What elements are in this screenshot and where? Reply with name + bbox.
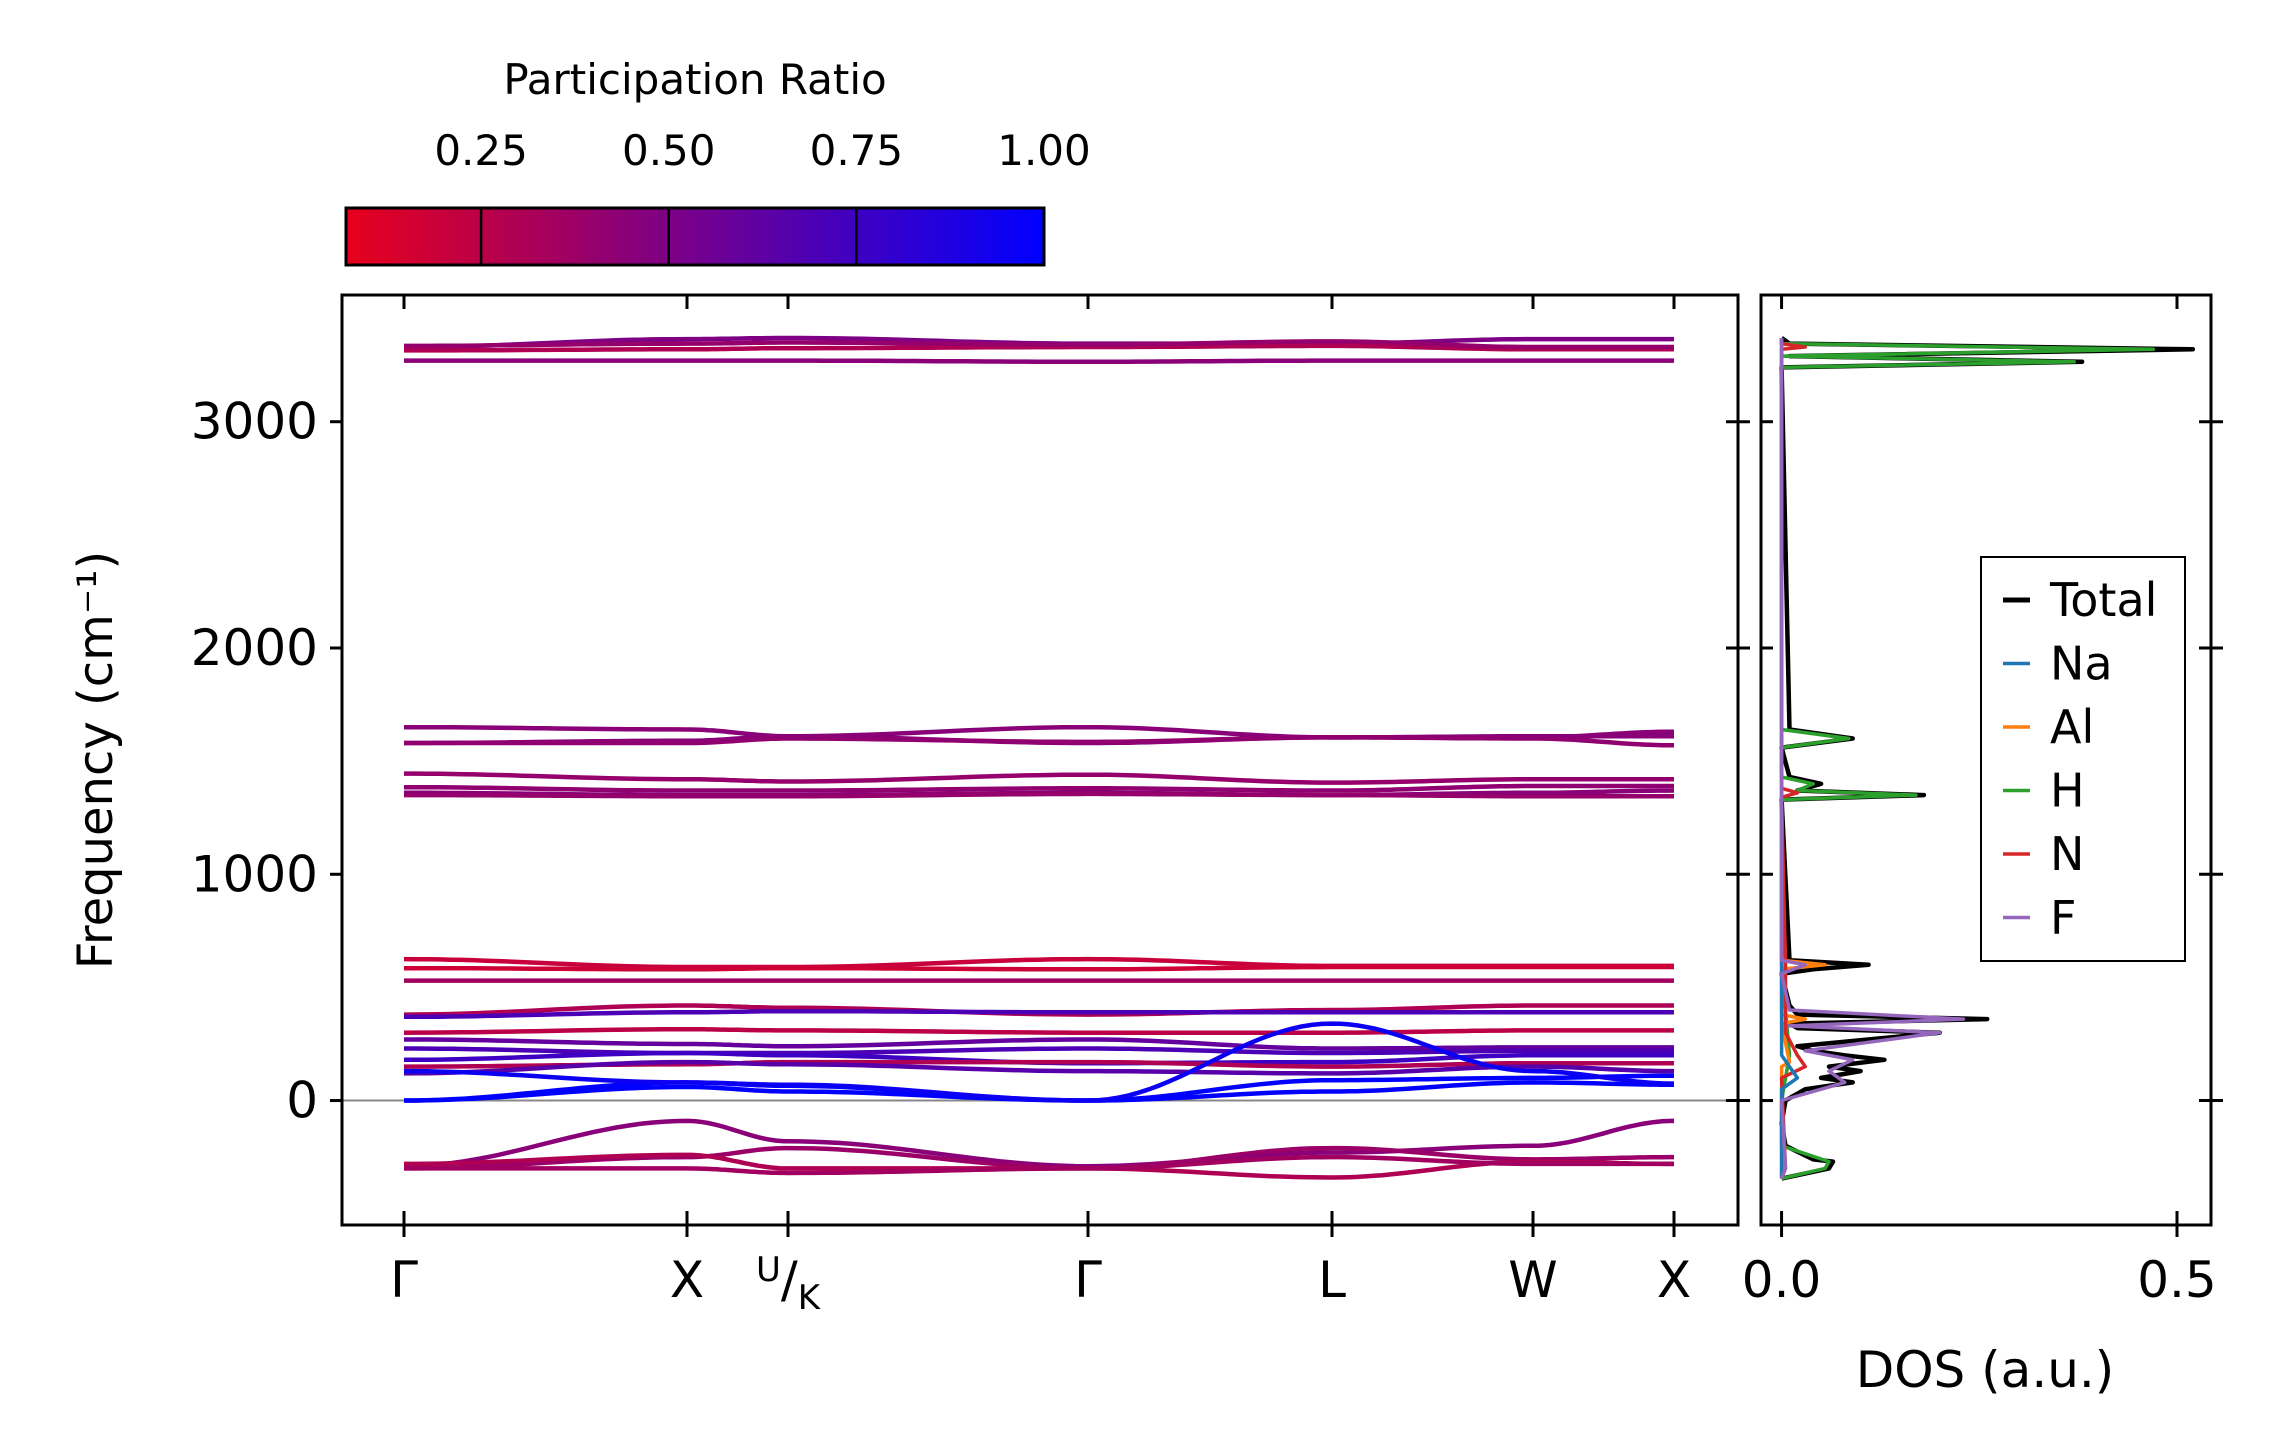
phonon-band xyxy=(404,1154,1674,1176)
y-tick-label: 3000 xyxy=(191,393,318,451)
band-structure-plot: 0 1000 2000 3000 Frequency (cm⁻¹) Γ X U/K Γ L W X xyxy=(68,293,1750,1318)
phonon-band xyxy=(403,1003,1674,1017)
x-tick-label: Γ xyxy=(1074,1251,1102,1309)
y-tick-label: 1000 xyxy=(191,845,318,903)
y-tick-label: 0 xyxy=(286,1072,318,1130)
dos-curves xyxy=(1779,336,2196,1181)
band-axes-frame xyxy=(340,293,1740,1227)
dos-plot: 0.0 0.5 DOS (a.u.) Total Na Al HNF xyxy=(1742,293,2223,1399)
phonon-band xyxy=(404,783,1674,793)
dos-legend: Total Na Al HNF xyxy=(1980,556,2186,962)
legend-label-f: F xyxy=(2050,891,2076,945)
dos-series-n xyxy=(1779,338,1808,1180)
colorbar-tick-label: 0.25 xyxy=(434,126,528,175)
dos-x-tick-label: 0.0 xyxy=(1742,1251,1822,1309)
legend-label-total: Total xyxy=(2049,573,2157,627)
phonon-band xyxy=(404,358,1674,365)
x-tick-label: X xyxy=(1657,1251,1691,1309)
legend-label-al: Al xyxy=(2050,700,2094,754)
y-tick-label: 2000 xyxy=(191,619,318,677)
y-axis-label: Frequency (cm⁻¹) xyxy=(68,551,124,969)
phonon-band xyxy=(403,1059,1674,1076)
dos-x-tick-label: 0.5 xyxy=(2137,1251,2217,1309)
x-tick-label: W xyxy=(1508,1251,1557,1309)
dos-axes-frame xyxy=(1759,293,2213,1227)
legend-label-n: N xyxy=(2050,827,2084,881)
phonon-band xyxy=(404,791,1674,799)
colorbar-tick-label: 0.50 xyxy=(622,126,716,175)
colorbar-tick-label: 0.75 xyxy=(810,126,904,175)
dos-x-axis-label: DOS (a.u.) xyxy=(1856,1341,2115,1399)
phonon-band xyxy=(404,735,1674,748)
bands xyxy=(403,335,1675,1180)
colorbar-gradient xyxy=(344,206,1046,267)
phonon-band xyxy=(403,1027,1674,1035)
colorbar-title: Participation Ratio xyxy=(503,55,886,104)
phonon-band xyxy=(404,1046,1674,1056)
phonon-band xyxy=(404,964,1674,972)
phonon-band xyxy=(403,1021,1675,1103)
dos-series-al xyxy=(1779,338,1827,1179)
x-tick-label: L xyxy=(1318,1251,1346,1309)
phonon-band xyxy=(404,339,1674,350)
colorbar-tick-label: 1.00 xyxy=(997,126,1091,175)
x-tick-label: U/K xyxy=(756,1250,822,1318)
phonon-band xyxy=(404,1037,1674,1051)
legend-label-na: Na xyxy=(2050,637,2113,691)
phonon-band xyxy=(404,771,1674,785)
phonon-band xyxy=(404,1008,1674,1020)
colorbar: Participation Ratio 0.25 0.50 0.75 1.00 xyxy=(344,55,1091,267)
legend-frame xyxy=(1980,556,2186,962)
x-tick-label: Γ xyxy=(390,1251,418,1309)
legend-label-h: H xyxy=(2050,764,2085,818)
dos-series-f xyxy=(1779,338,1966,1180)
x-tick-label: X xyxy=(670,1251,704,1309)
